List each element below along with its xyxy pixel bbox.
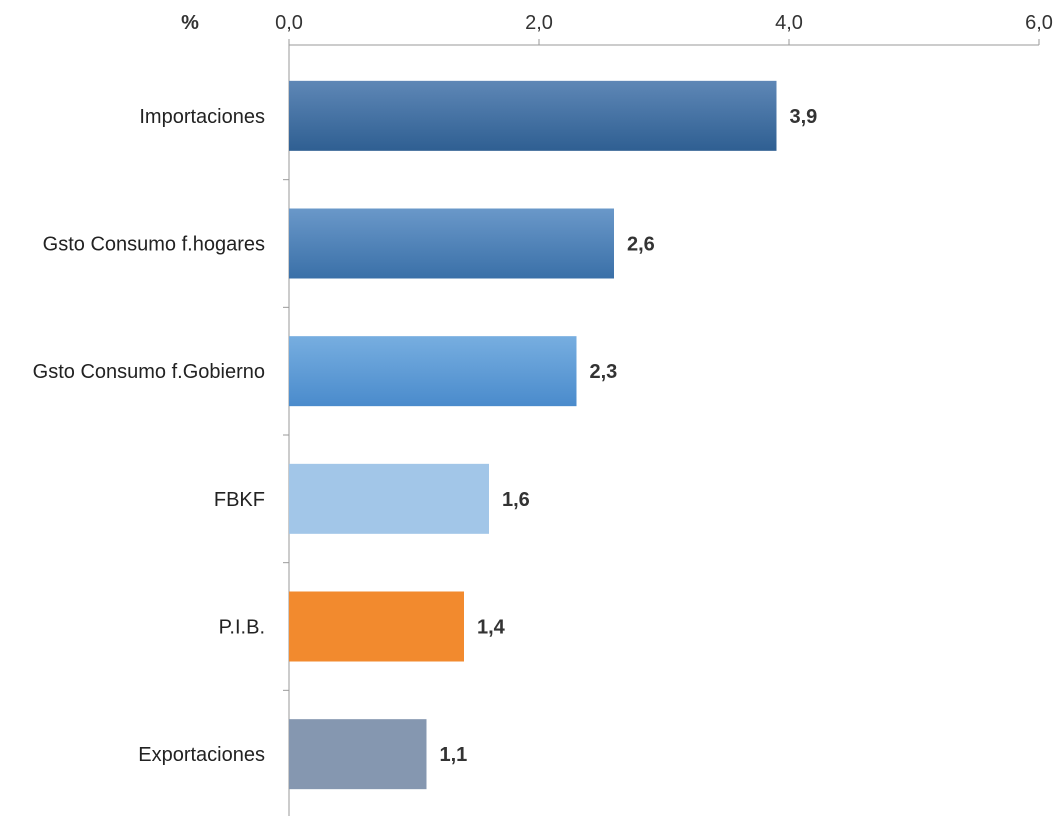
category-label: Gsto Consumo f.Gobierno: [33, 361, 265, 383]
tick-labels: 0,0 2,0 4,0 6,0: [275, 12, 1053, 45]
axis-unit-label: %: [181, 12, 199, 34]
bar-2: [289, 336, 577, 407]
value-labels: 3,9 2,6 2,3 1,6 1,4 1,1: [440, 106, 818, 766]
value-label: 1,6: [502, 489, 530, 511]
category-label: Exportaciones: [138, 744, 265, 766]
category-label: FBKF: [214, 489, 265, 511]
value-label: 2,6: [627, 234, 655, 256]
category-label: P.I.B.: [219, 617, 265, 639]
category-label: Importaciones: [139, 106, 265, 128]
bar-4: [289, 591, 464, 662]
bar-5: [289, 719, 427, 790]
value-label: 2,3: [590, 361, 618, 383]
bar-3: [289, 463, 489, 534]
category-labels: Importaciones Gsto Consumo f.hogares Gsto …: [33, 106, 265, 766]
axes: [283, 44, 1039, 816]
x-tick-label: 6,0: [1025, 12, 1053, 34]
x-tick-label: 4,0: [775, 12, 803, 34]
value-label: 1,4: [477, 617, 506, 639]
category-label: Gsto Consumo f.hogares: [43, 234, 265, 256]
value-label: 3,9: [790, 106, 818, 128]
x-tick-label: 2,0: [525, 12, 553, 34]
bar-1: [289, 208, 614, 279]
bars: [289, 80, 777, 790]
x-tick-label: 0,0: [275, 12, 303, 34]
bar-0: [289, 80, 777, 151]
value-label: 1,1: [440, 744, 468, 766]
